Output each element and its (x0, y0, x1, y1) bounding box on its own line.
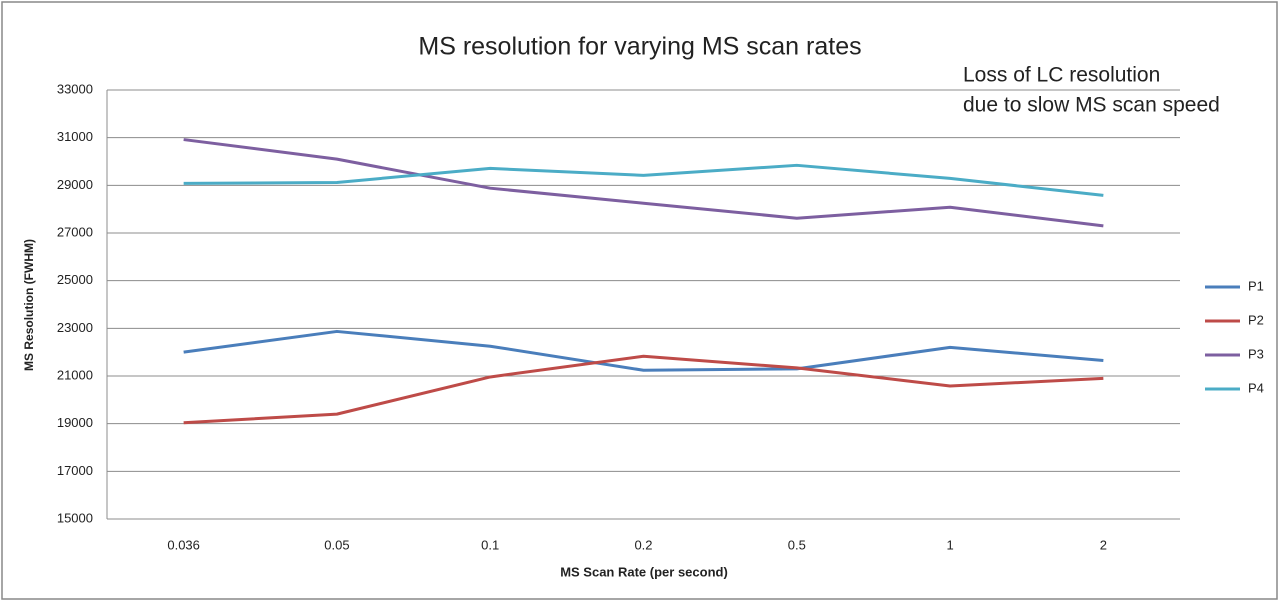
x-axis-label: MS Scan Rate (per second) (560, 564, 728, 579)
y-tick-label: 19000 (57, 415, 93, 430)
series-line (183, 138, 1104, 228)
y-tick-label: 31000 (57, 129, 93, 144)
y-tick-label: 17000 (57, 463, 93, 478)
x-tick-label: 0.036 (167, 537, 200, 552)
series-line (183, 329, 1104, 372)
legend-label: P1 (1248, 278, 1264, 293)
y-tick-label: 29000 (57, 177, 93, 192)
y-tick-label: 25000 (57, 272, 93, 287)
annotation: Loss of LC resolution (963, 64, 1160, 87)
x-tick-label: 0.05 (324, 537, 349, 552)
series-line (183, 354, 1104, 425)
chart-title: MS resolution for varying MS scan rates (418, 33, 861, 61)
x-tick-label: 1 (946, 537, 953, 552)
y-tick-label: 21000 (57, 367, 93, 382)
legend-label: P2 (1248, 312, 1264, 327)
x-tick-label: 2 (1100, 537, 1107, 552)
series-line (183, 163, 1104, 197)
x-tick-label: 0.1 (481, 537, 499, 552)
x-tick-label: 0.2 (634, 537, 652, 552)
y-tick-label: 33000 (57, 81, 93, 96)
x-tick-label: 0.5 (788, 537, 806, 552)
legend-label: P4 (1248, 380, 1264, 395)
y-tick-label: 15000 (57, 510, 93, 525)
annotation: due to slow MS scan speed (963, 94, 1220, 117)
y-tick-label: 23000 (57, 320, 93, 335)
legend-label: P3 (1248, 346, 1264, 361)
y-tick-label: 27000 (57, 224, 93, 239)
y-axis-label: MS Resolution (FWHM) (22, 239, 36, 371)
